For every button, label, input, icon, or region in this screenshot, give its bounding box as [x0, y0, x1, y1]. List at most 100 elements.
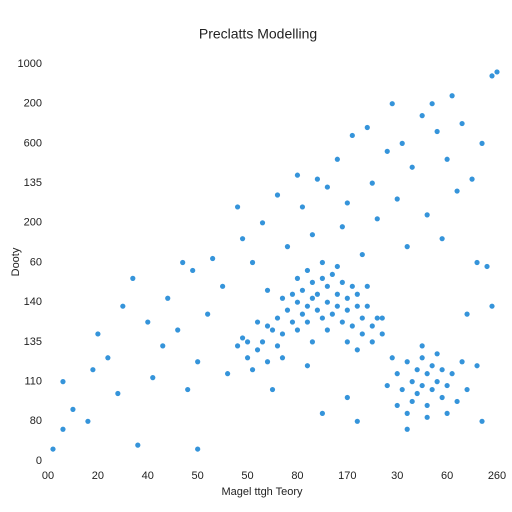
point: [264, 287, 271, 293]
point: [309, 339, 316, 345]
x-tick-label: 50: [241, 470, 253, 482]
point: [374, 315, 380, 321]
point: [210, 255, 216, 262]
point: [389, 101, 395, 107]
point: [274, 343, 281, 349]
point: [369, 339, 375, 345]
point: [254, 347, 261, 353]
point: [474, 259, 480, 266]
point: [379, 315, 385, 321]
point: [319, 315, 325, 321]
y-tick-label: 80: [30, 415, 42, 427]
point: [344, 307, 350, 313]
point: [329, 271, 335, 278]
point: [244, 355, 251, 361]
point: [434, 351, 440, 357]
point: [319, 259, 325, 266]
point: [339, 224, 345, 230]
point: [70, 406, 76, 412]
point: [419, 355, 425, 361]
point: [120, 303, 126, 309]
point: [304, 267, 311, 274]
point: [324, 184, 330, 190]
point: [274, 315, 281, 321]
point: [429, 386, 435, 393]
point: [60, 379, 66, 385]
point: [334, 291, 340, 297]
point: [449, 371, 455, 377]
point: [384, 148, 390, 154]
y-tick-label: 135: [24, 336, 42, 348]
point: [294, 299, 301, 305]
point: [419, 382, 425, 389]
point: [464, 311, 470, 317]
y-tick-label: 200: [24, 98, 42, 110]
point: [269, 386, 276, 393]
point: [304, 363, 311, 369]
point: [254, 319, 261, 325]
point: [185, 386, 191, 393]
point: [284, 244, 291, 250]
point: [439, 394, 445, 401]
point: [299, 204, 306, 210]
x-tick-label: 60: [441, 470, 453, 482]
point: [299, 311, 306, 317]
point: [60, 426, 66, 432]
point: [319, 410, 325, 416]
chart-title: Preclatts Modelling: [199, 26, 317, 42]
point: [484, 263, 490, 270]
point: [424, 402, 430, 409]
point: [195, 359, 201, 365]
point: [289, 319, 296, 325]
point: [289, 291, 296, 297]
y-tick-label: 110: [24, 376, 42, 388]
point: [384, 382, 390, 389]
point: [249, 367, 256, 373]
point: [419, 113, 425, 119]
point: [314, 176, 320, 182]
point: [190, 267, 196, 274]
point: [414, 367, 420, 373]
y-axis-label: Dooty: [10, 247, 22, 276]
y-tick-label: 140: [24, 296, 42, 308]
point: [150, 375, 156, 381]
point: [314, 291, 320, 297]
y-tick-label: 600: [24, 137, 42, 149]
point: [165, 295, 171, 301]
x-axis-label: Magel ttgh Teory: [221, 486, 303, 498]
point: [414, 390, 420, 397]
point: [354, 303, 360, 309]
point: [239, 236, 246, 242]
point: [424, 414, 430, 420]
point: [409, 379, 415, 385]
y-tick-label: 60: [30, 256, 42, 268]
point: [394, 196, 400, 202]
point: [379, 331, 385, 337]
point: [334, 156, 340, 162]
point: [439, 236, 445, 242]
point: [160, 343, 166, 349]
point: [309, 279, 316, 285]
point: [394, 402, 400, 409]
point: [424, 371, 430, 377]
point: [319, 275, 325, 281]
point: [220, 283, 226, 289]
point: [269, 327, 276, 333]
point: [314, 307, 320, 313]
x-tick-label: 30: [391, 470, 403, 482]
point: [454, 398, 460, 405]
point: [409, 164, 415, 170]
point: [50, 446, 56, 452]
point: [225, 371, 231, 377]
y-tick-label: 0: [36, 455, 42, 467]
point: [234, 204, 241, 210]
point: [259, 220, 266, 226]
point: [359, 331, 365, 337]
point: [130, 275, 136, 281]
point: [284, 307, 291, 313]
point: [244, 339, 251, 345]
point: [459, 359, 465, 365]
point: [115, 390, 121, 397]
y-tick-label: 135: [24, 177, 42, 189]
point: [145, 319, 151, 325]
